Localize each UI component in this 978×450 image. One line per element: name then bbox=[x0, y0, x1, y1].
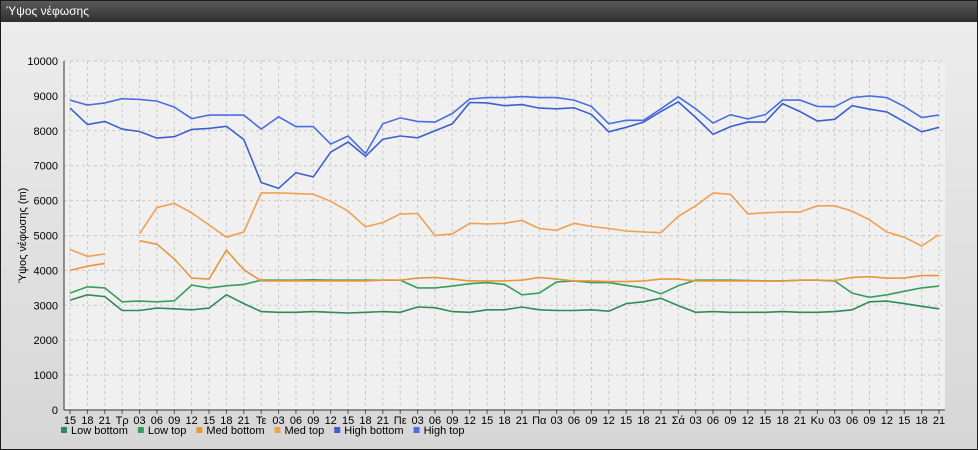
x-tick-label: 15 bbox=[481, 415, 493, 427]
y-tick-label: 9000 bbox=[34, 91, 58, 103]
x-tick-label: 03 bbox=[829, 415, 841, 427]
legend-swatch bbox=[274, 427, 281, 433]
x-tick-label: 12 bbox=[603, 415, 615, 427]
series-lines bbox=[69, 95, 940, 314]
x-tick-label: Κυ bbox=[811, 415, 824, 427]
x-tick-label: 15 bbox=[203, 415, 215, 427]
x-tick-label: 09 bbox=[585, 415, 597, 427]
x-tick-label: 06 bbox=[568, 415, 580, 427]
x-tick-label: Τε bbox=[256, 415, 267, 427]
axes bbox=[63, 61, 945, 414]
y-tick-label: 0 bbox=[52, 405, 58, 417]
x-tick-label: Σά bbox=[672, 415, 686, 427]
y-tick-label: 5000 bbox=[34, 231, 58, 243]
legend-label: Med bottom bbox=[206, 425, 264, 437]
x-tick-label: 03 bbox=[272, 415, 284, 427]
legend-item: High bottom bbox=[334, 425, 404, 437]
y-tick-label: 2000 bbox=[34, 335, 58, 347]
legend-swatch bbox=[137, 427, 144, 433]
x-tick-label: 06 bbox=[429, 415, 441, 427]
x-tick-label: 15 bbox=[342, 415, 354, 427]
series-line-high-bottom bbox=[69, 100, 940, 190]
legend-label: Med top bbox=[285, 425, 325, 437]
x-tick-label: 12 bbox=[186, 415, 198, 427]
legend-label: Low bottom bbox=[71, 425, 128, 437]
x-tick-label: 18 bbox=[915, 415, 927, 427]
x-tick-label: 09 bbox=[446, 415, 458, 427]
x-tick-label: 21 bbox=[377, 415, 389, 427]
x-axis-ticks: 15 18 21 Τρ 03 06 09 12 15 18 21 Τε 03 06 09 12 15 18 21 Πε… bbox=[64, 415, 945, 427]
x-tick-label: 06 bbox=[151, 415, 163, 427]
window-title: Ύψος νέφωσης bbox=[1, 1, 977, 22]
legend-item: Med bottom bbox=[196, 425, 265, 437]
x-tick-label: 15 bbox=[64, 415, 76, 427]
x-tick-label: 06 bbox=[846, 415, 858, 427]
cloud-height-chart: 0 1000 2000 3000 4000 5000 6000 7000 8000 9000 100… bbox=[17, 56, 945, 437]
x-tick-label: 06 bbox=[707, 415, 719, 427]
x-tick-label: 18 bbox=[498, 415, 510, 427]
series-line-low-bottom bbox=[69, 293, 940, 314]
x-tick-label: 18 bbox=[359, 415, 371, 427]
x-tick-label: 06 bbox=[290, 415, 302, 427]
x-tick-label: Πα bbox=[532, 415, 547, 427]
x-tick-label: 03 bbox=[411, 415, 423, 427]
legend: Low bottom Low top Med bottom Med top High b… bbox=[61, 425, 465, 437]
series-line-med-bottom bbox=[69, 262, 105, 272]
legend-swatch bbox=[334, 427, 341, 433]
legend-swatch bbox=[413, 427, 420, 433]
x-tick-label: 21 bbox=[516, 415, 528, 427]
x-tick-label: 18 bbox=[81, 415, 93, 427]
x-tick-label: 18 bbox=[220, 415, 232, 427]
x-tick-label: 18 bbox=[776, 415, 788, 427]
x-tick-label: 03 bbox=[551, 415, 563, 427]
y-tick-label: 4000 bbox=[34, 265, 58, 277]
legend-item: Med top bbox=[274, 425, 325, 437]
y-tick-label: 3000 bbox=[34, 300, 58, 312]
legend-item: Low top bbox=[137, 425, 187, 437]
y-tick-label: 10000 bbox=[27, 56, 58, 68]
x-tick-label: 12 bbox=[742, 415, 754, 427]
legend-swatch bbox=[196, 427, 203, 433]
y-axis-ticks: 0 1000 2000 3000 4000 5000 6000 7000 8000 9000 100… bbox=[27, 56, 58, 417]
x-tick-label: 09 bbox=[168, 415, 180, 427]
legend-swatch bbox=[61, 427, 67, 433]
y-tick-label: 8000 bbox=[34, 126, 58, 138]
x-tick-label: 12 bbox=[325, 415, 337, 427]
legend-label: Low top bbox=[148, 425, 187, 437]
series-line-high-top bbox=[69, 95, 940, 155]
y-axis-label: Ύψος νέφωσης (m) bbox=[17, 188, 29, 284]
x-tick-label: 12 bbox=[881, 415, 893, 427]
y-tick-label: 1000 bbox=[34, 370, 58, 382]
x-tick-label: 15 bbox=[898, 415, 910, 427]
x-tick-label: 21 bbox=[99, 415, 111, 427]
grid bbox=[64, 60, 945, 411]
x-tick-label: 21 bbox=[794, 415, 806, 427]
legend-item: High top bbox=[413, 425, 465, 437]
x-tick-label: 03 bbox=[690, 415, 702, 427]
series-line-med-top bbox=[138, 192, 940, 247]
series-line-med-top bbox=[69, 248, 105, 258]
y-tick-label: 6000 bbox=[34, 196, 58, 208]
x-tick-label: Τρ bbox=[116, 415, 129, 427]
x-tick-label: 21 bbox=[238, 415, 250, 427]
x-tick-label: 09 bbox=[724, 415, 736, 427]
x-tick-label: 15 bbox=[620, 415, 632, 427]
y-tick-label: 7000 bbox=[34, 161, 58, 173]
x-tick-label: 09 bbox=[863, 415, 875, 427]
x-tick-label: Πε bbox=[394, 415, 407, 427]
legend-label: High bottom bbox=[344, 425, 403, 437]
x-tick-label: 21 bbox=[655, 415, 667, 427]
x-tick-label: 03 bbox=[133, 415, 145, 427]
x-tick-label: 18 bbox=[637, 415, 649, 427]
x-tick-label: 12 bbox=[464, 415, 476, 427]
legend-item: Low bottom bbox=[61, 425, 128, 437]
x-tick-label: 09 bbox=[307, 415, 319, 427]
series-line-med-bottom bbox=[139, 239, 939, 283]
legend-label: High top bbox=[424, 425, 465, 437]
x-tick-label: 21 bbox=[933, 415, 945, 427]
x-tick-label: 15 bbox=[759, 415, 771, 427]
chart-panel: 0 1000 2000 3000 4000 5000 6000 7000 8000 9000 100… bbox=[1, 22, 977, 449]
